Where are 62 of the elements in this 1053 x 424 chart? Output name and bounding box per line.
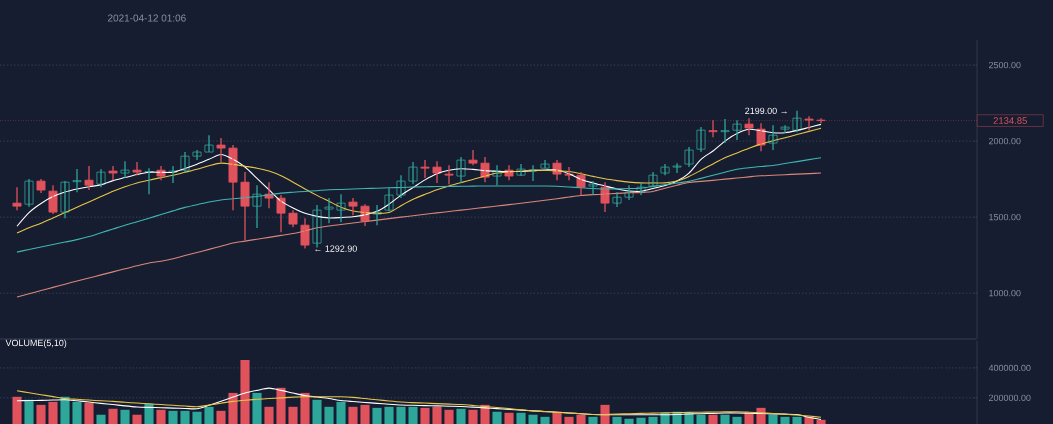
annotation: ← 1292.90 [315,245,357,252]
candlestick [624,184,634,201]
candlestick [684,146,694,168]
candlestick [492,164,502,186]
y-tick-label: 1000.00 [989,289,1021,297]
candlestick [348,197,358,216]
candlestick [720,118,730,144]
candlestick [24,178,34,208]
candlestick [456,156,466,184]
candlestick [372,204,382,226]
candlestick [384,187,394,212]
candlestick [72,168,82,193]
candlestick [84,165,94,191]
line-series [16,172,822,298]
candlestick [108,165,118,181]
candlestick [636,181,646,196]
y-tick-label: 1500.00 [989,213,1021,221]
candlestick [672,162,682,174]
candlestick [516,163,526,177]
annotation: 2199.00 → [745,107,787,115]
y-tick-label: 2000.00 [989,137,1021,145]
candlestick [780,124,790,134]
candlestick [660,163,670,176]
candlestick [12,186,22,211]
candlestick [468,149,478,166]
candlestick [588,180,598,196]
candlestick [648,171,658,188]
chart-subtitle: 2021-04-12 01:06 [108,14,186,22]
candlestick [60,180,70,219]
candlestick [792,110,802,133]
candlestick [336,193,346,223]
candlestick [432,160,442,184]
candlestick [612,191,622,208]
candlestick [132,161,142,176]
candlestick [420,159,430,179]
candlestick [540,159,550,169]
candlestick [396,174,406,199]
y-tick-label: 400000.00 [988,364,1031,372]
candlestick [288,209,298,228]
candlestick [36,178,46,194]
y-tick-label: 200000.00 [989,394,1031,402]
candlestick [324,197,334,224]
candlestick [696,126,706,153]
ref-line-label: 2134.85 [993,117,1027,124]
chart-title: VOLUME(5,10) [5,339,67,348]
y-tick-label: 2500.00 [989,61,1021,69]
candlestick [768,124,778,151]
line-series [16,157,822,253]
candlestick [252,184,262,229]
candlestick [204,134,214,153]
candlestick [444,164,454,185]
candlestick [312,204,322,249]
candlestick [168,165,178,184]
candlestick [96,168,106,188]
candlestick [408,161,418,185]
candlestick [120,160,130,179]
candlestick [192,149,202,161]
candlestick [564,166,574,181]
candlestick [180,151,190,173]
candlestick [732,119,742,141]
candlestick [528,164,538,182]
candlestick [216,137,226,163]
